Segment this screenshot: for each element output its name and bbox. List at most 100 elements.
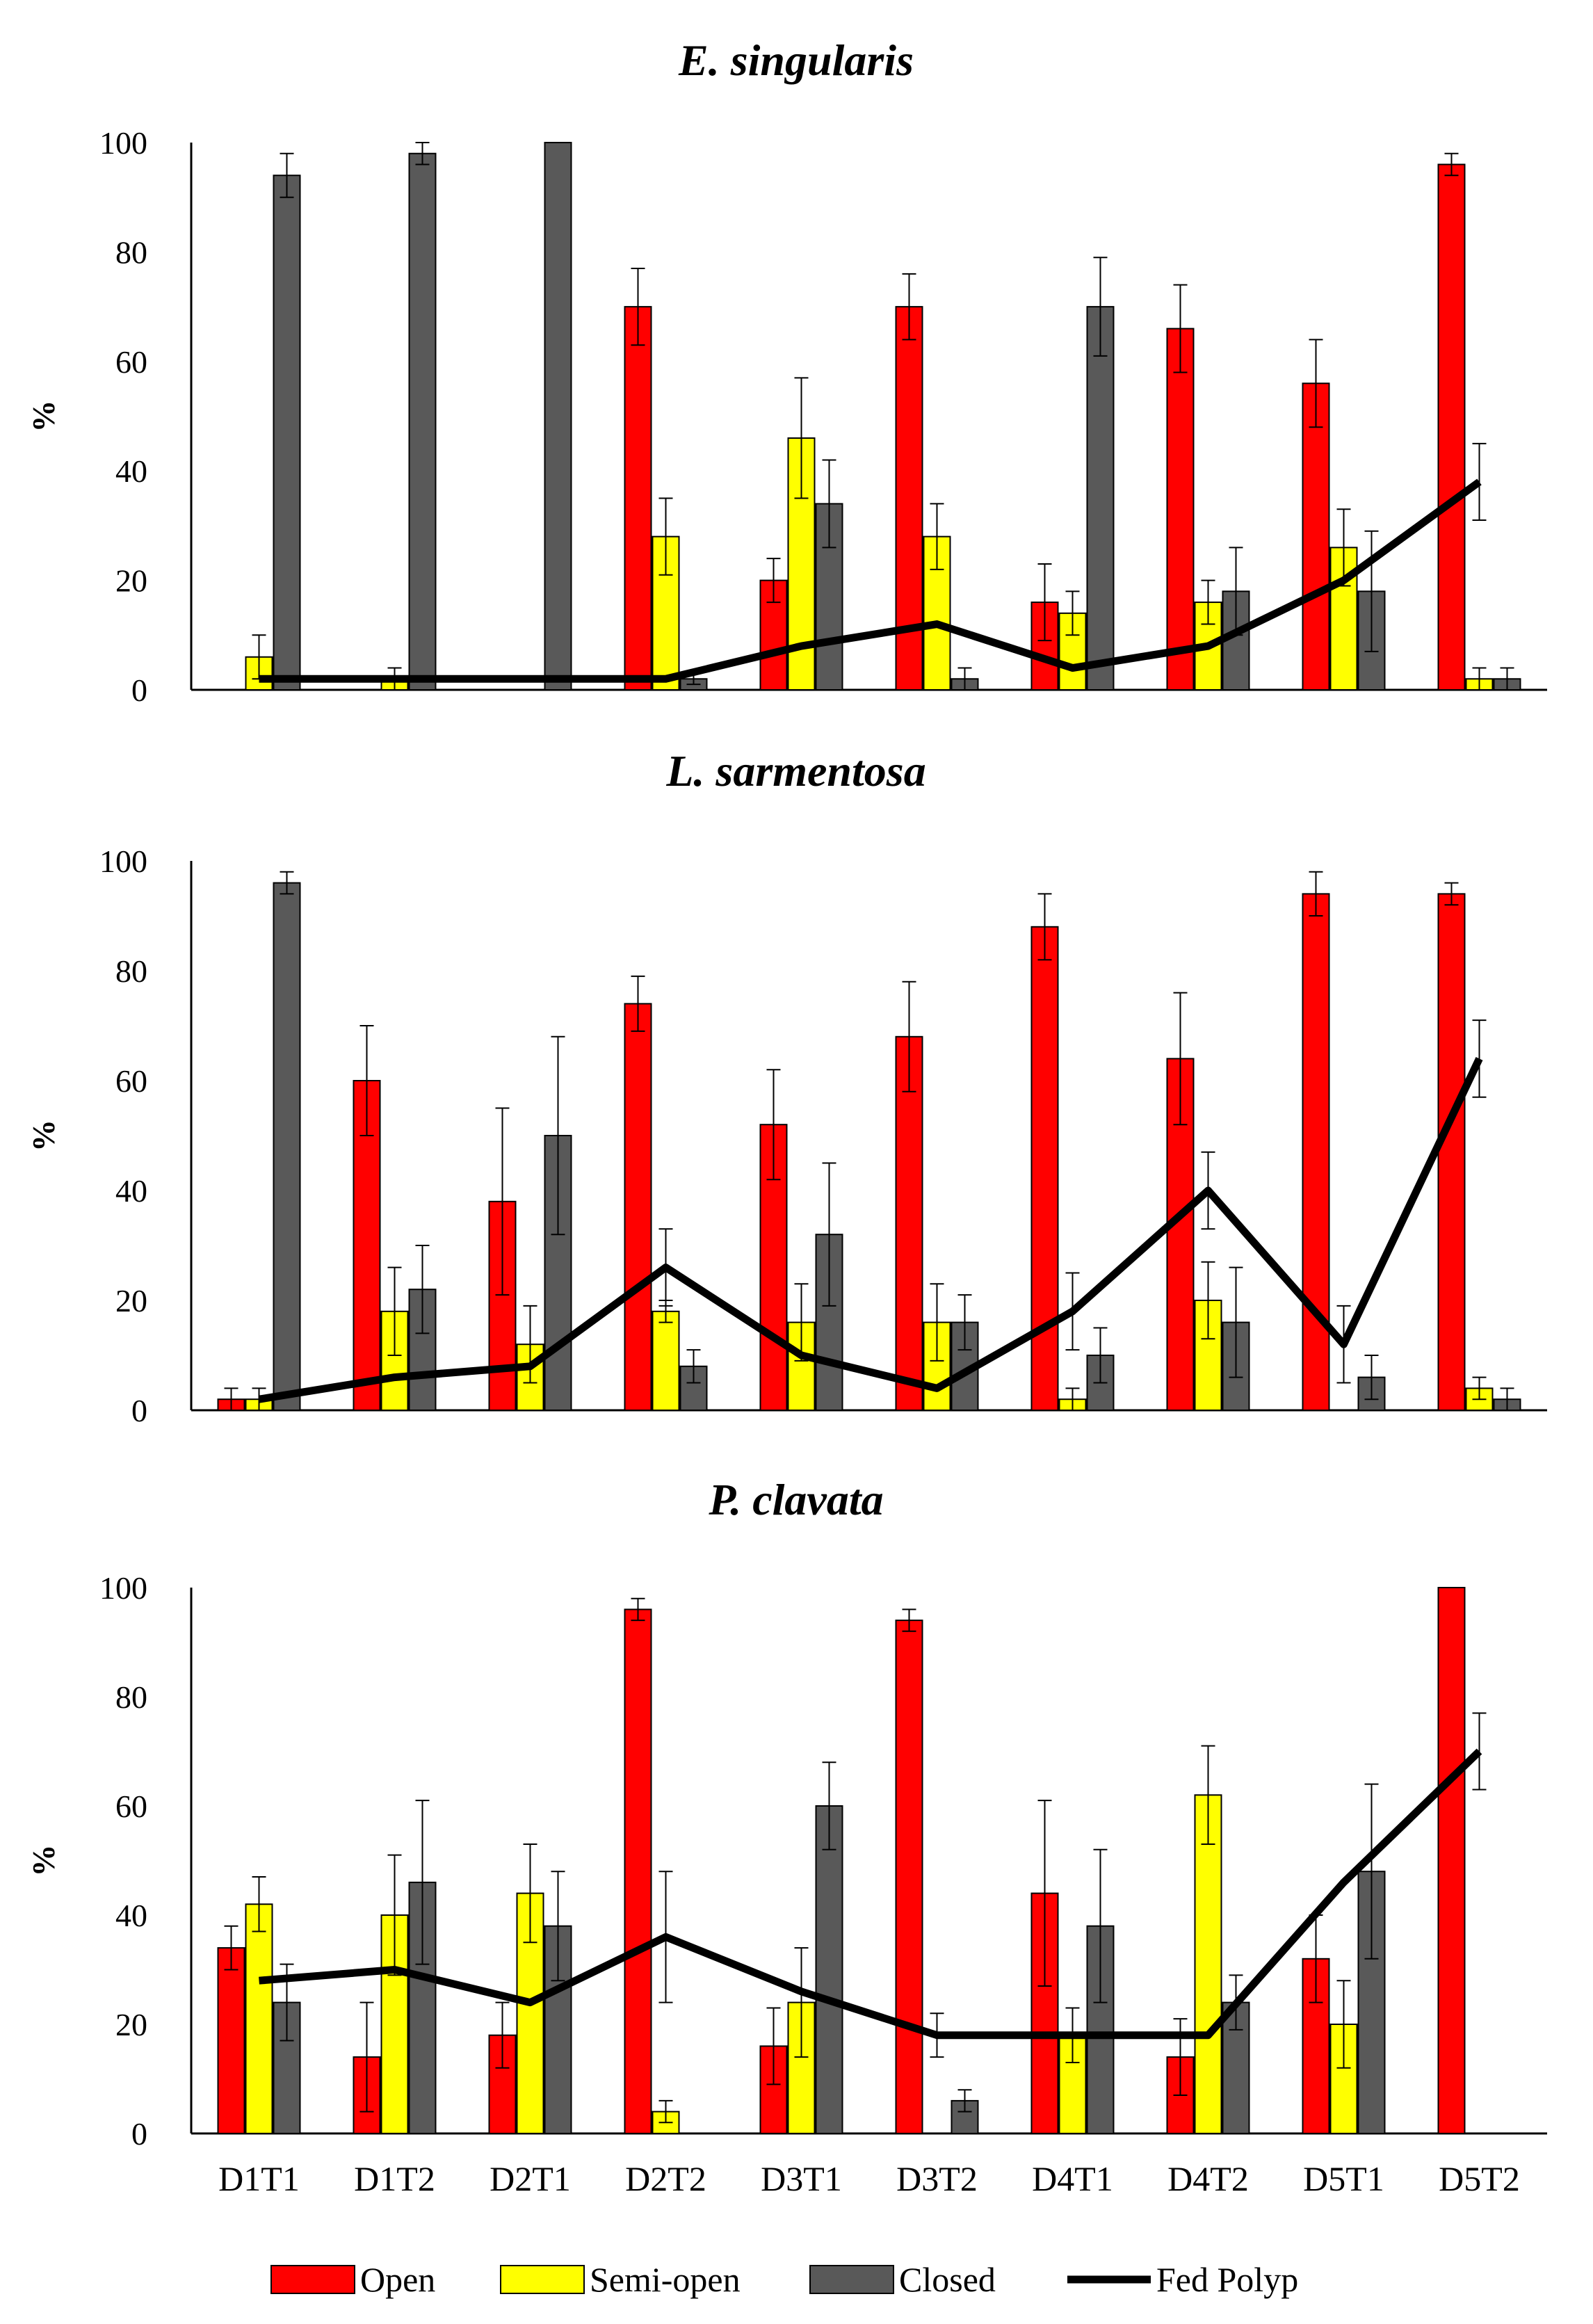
error-bar-semi-open-d4t1 bbox=[1065, 590, 1080, 636]
error-bar-closed-d4t1 bbox=[1093, 1848, 1108, 2003]
error-bar-semi-open-d2t1 bbox=[523, 1843, 537, 1944]
error-bar-open-d5t2 bbox=[1444, 152, 1459, 177]
error-bar-closed-d1t2 bbox=[415, 1245, 430, 1334]
bar-closed-d1t2 bbox=[408, 152, 437, 691]
error-bar-fed-polyp-d4t1 bbox=[1065, 1272, 1080, 1351]
y-tick-label: 0 bbox=[131, 1393, 147, 1428]
fed-polyp-line bbox=[259, 1748, 1482, 2040]
bar-open-d1t1 bbox=[217, 1947, 245, 2135]
x-tick-label-d3t1: D3T1 bbox=[761, 2159, 842, 2198]
fed-polyp-line bbox=[259, 478, 1482, 683]
error-bar-fed-polyp-d5t2 bbox=[1472, 442, 1487, 522]
y-tick-label: 40 bbox=[115, 1173, 147, 1209]
error-bar-closed-d2t1 bbox=[551, 1871, 565, 1982]
chart-title-e-singularis: E. singularis bbox=[678, 35, 914, 85]
error-bar-closed-d3t1 bbox=[822, 459, 836, 549]
y-tick-label: 60 bbox=[115, 1063, 147, 1099]
x-tick-label-d2t2: D2T2 bbox=[625, 2159, 706, 2198]
error-bar-open-d4t1 bbox=[1037, 563, 1052, 642]
error-bar-semi-open-d3t2 bbox=[930, 1283, 944, 1362]
bar-open-d5t2 bbox=[1437, 1587, 1466, 2134]
x-tick-label-d1t1: D1T1 bbox=[218, 2159, 300, 2198]
bar-open-d5t2 bbox=[1437, 163, 1466, 691]
bar-closed-d4t1 bbox=[1086, 306, 1115, 691]
error-bar-closed-d1t2 bbox=[415, 142, 430, 166]
error-bar-closed-d5t2 bbox=[1500, 1387, 1514, 1411]
bar-closed-d1t1 bbox=[273, 882, 301, 1411]
error-bar-semi-open-d4t2 bbox=[1201, 1261, 1215, 1340]
error-bar-open-d2t1 bbox=[495, 1107, 510, 1296]
error-bar-closed-d5t2 bbox=[1500, 667, 1514, 691]
y-tick-label: 80 bbox=[115, 953, 147, 989]
x-tick-label-d1t2: D1T2 bbox=[354, 2159, 435, 2198]
legend-label-fed: Fed Polyp bbox=[1156, 2260, 1298, 2299]
error-bar-open-d2t2 bbox=[631, 1597, 645, 1622]
bar-semi-open-d1t1 bbox=[245, 1903, 273, 2135]
legend-label-open: Open bbox=[360, 2260, 435, 2299]
error-bar-semi-open-d5t1 bbox=[1336, 1980, 1351, 2069]
error-bar-open-d5t1 bbox=[1309, 339, 1323, 428]
y-tick-label: 40 bbox=[115, 453, 147, 489]
error-bar-closed-d1t2 bbox=[415, 1800, 430, 1965]
error-bar-closed-d5t1 bbox=[1364, 1783, 1379, 1960]
x-tick-label-d3t2: D3T2 bbox=[896, 2159, 978, 2198]
y-tick-label: 60 bbox=[115, 1789, 147, 1824]
legend-label-semi: Semi-open bbox=[590, 2260, 741, 2299]
error-bar-semi-open-d3t1 bbox=[794, 1947, 809, 2058]
error-bar-closed-d4t1 bbox=[1093, 1327, 1108, 1384]
error-bar-open-d3t2 bbox=[902, 1608, 916, 1632]
error-bar-closed-d5t1 bbox=[1364, 1355, 1379, 1401]
x-tick-label-d4t2: D4T2 bbox=[1167, 2159, 1249, 2198]
bar-semi-open-d2t2 bbox=[652, 1310, 680, 1412]
error-bar-closed-d3t2 bbox=[957, 2089, 972, 2113]
error-bar-fed-polyp-d2t2 bbox=[658, 1871, 673, 2003]
error-bar-open-d3t2 bbox=[902, 981, 916, 1092]
bar-open-d2t2 bbox=[624, 306, 652, 691]
error-bar-closed-d3t2 bbox=[957, 667, 972, 691]
legend-item-open: Open bbox=[270, 2260, 435, 2299]
y-tick-label: 80 bbox=[115, 1679, 147, 1715]
error-bar-closed-d3t1 bbox=[822, 1761, 836, 1850]
error-bar-open-d2t1 bbox=[495, 2001, 510, 2069]
error-bar-open-d4t1 bbox=[1037, 1800, 1052, 1987]
bar-open-d5t1 bbox=[1302, 382, 1330, 691]
error-bar-open-d4t2 bbox=[1173, 992, 1188, 1126]
chart-title-l-sarmentosa: L. sarmentosa bbox=[665, 746, 925, 796]
error-bar-open-d1t2 bbox=[359, 1025, 374, 1136]
y-axis-label: % bbox=[26, 1120, 61, 1152]
chart-l-sarmentosa: L. sarmentosa% 0 20 40 60 80 100 bbox=[26, 746, 1547, 1428]
error-bar-closed-d1t1 bbox=[280, 152, 294, 198]
bar-closed-d2t1 bbox=[544, 142, 572, 691]
bar-open-d4t2 bbox=[1166, 328, 1195, 691]
x-tick-label-d5t1: D5T1 bbox=[1303, 2159, 1384, 2198]
bar-open-d4t1 bbox=[1030, 926, 1059, 1412]
bar-open-d5t2 bbox=[1437, 893, 1466, 1411]
bar-open-d3t2 bbox=[895, 1620, 923, 2135]
error-bar-open-d3t2 bbox=[902, 273, 916, 341]
error-bar-closed-d5t1 bbox=[1364, 530, 1379, 652]
error-bar-open-d1t2 bbox=[359, 2001, 374, 2113]
legend-swatch bbox=[809, 2265, 894, 2294]
bar-closed-d4t2 bbox=[1222, 2001, 1250, 2135]
y-tick-label: 20 bbox=[115, 2007, 147, 2042]
legend-swatch bbox=[270, 2265, 355, 2294]
error-bar-open-d3t1 bbox=[766, 1069, 781, 1181]
y-tick-label: 100 bbox=[99, 1570, 147, 1606]
error-bar-semi-open-d3t1 bbox=[794, 377, 809, 499]
bar-closed-d3t1 bbox=[815, 1805, 843, 2134]
y-tick-label: 0 bbox=[131, 672, 147, 708]
bar-closed-d1t1 bbox=[273, 175, 301, 691]
error-bar-semi-open-d1t2 bbox=[387, 1266, 402, 1356]
legend-swatch bbox=[500, 2265, 585, 2294]
chart-p-clavata: P. clavata% 0 20 40 60 80 100 D1T1 D1T2 D2T1 D2T2 D… bbox=[26, 1475, 1547, 2198]
legend-item-semi: Semi-open bbox=[500, 2260, 741, 2299]
error-bar-open-d5t1 bbox=[1309, 871, 1323, 917]
bar-open-d2t2 bbox=[624, 1608, 652, 2134]
bar-open-d2t2 bbox=[624, 1003, 652, 1411]
error-bar-semi-open-d3t2 bbox=[930, 503, 944, 570]
error-bar-fed-polyp-d4t2 bbox=[1201, 1151, 1215, 1230]
bar-semi-open-d4t2 bbox=[1194, 1794, 1222, 2135]
error-bar-semi-open-d2t2 bbox=[658, 2099, 673, 2124]
error-bar-open-d4t1 bbox=[1037, 893, 1052, 961]
